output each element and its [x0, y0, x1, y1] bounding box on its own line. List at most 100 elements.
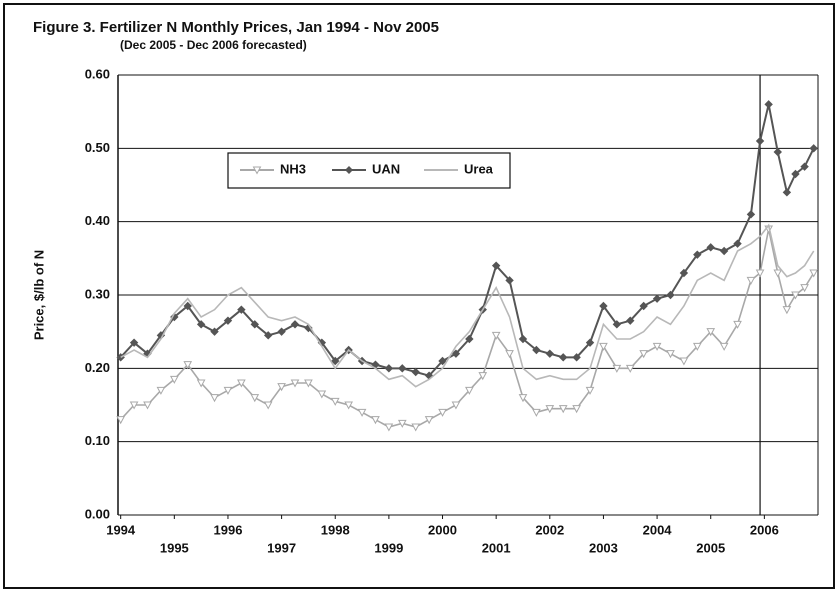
marker [129, 338, 139, 347]
marker [585, 386, 595, 395]
y-tick-label: 0.30 [85, 286, 110, 301]
marker [746, 210, 756, 219]
marker [196, 379, 206, 388]
marker [143, 401, 152, 410]
marker [809, 144, 818, 153]
marker [183, 361, 193, 370]
legend: NH3 UAN Urea [227, 152, 511, 189]
legend-label: NH3 [280, 161, 306, 176]
x-tick-label: 2003 [589, 540, 618, 555]
y-tick-label: 0.50 [85, 140, 110, 155]
x-tick-label: 2002 [535, 522, 564, 537]
x-tick-label: 1995 [160, 540, 189, 555]
marker [692, 342, 702, 351]
marker [465, 386, 474, 395]
marker [478, 372, 488, 381]
marker [719, 246, 729, 256]
x-tick-label: 1998 [321, 522, 350, 537]
marker [277, 327, 286, 336]
marker [505, 276, 514, 285]
x-tick-label: 2006 [750, 522, 779, 537]
marker [290, 320, 300, 329]
marker [384, 423, 394, 432]
marker [223, 386, 233, 395]
x-tick-label: 1994 [106, 522, 136, 537]
marker [223, 316, 233, 325]
y-tick-label: 0.60 [85, 66, 110, 81]
marker [706, 243, 715, 252]
marker [625, 364, 635, 373]
marker [263, 331, 273, 340]
marker [782, 188, 792, 197]
legend-label: UAN [372, 161, 400, 176]
x-tick-label: 2004 [643, 522, 673, 537]
marker [196, 320, 206, 329]
chart-subtitle: (Dec 2005 - Dec 2006 forecasted) [120, 38, 307, 52]
marker [505, 350, 514, 359]
marker [666, 290, 675, 300]
marker [116, 416, 126, 425]
marker [331, 356, 340, 366]
y-tick-label: 0.10 [85, 433, 110, 448]
marker [398, 364, 407, 373]
marker [451, 401, 461, 410]
marker [465, 334, 474, 344]
x-tick-label: 2001 [482, 540, 511, 555]
marker [800, 284, 809, 293]
marker [572, 353, 581, 362]
marker [782, 306, 792, 315]
marker [733, 320, 742, 329]
marker [357, 408, 367, 417]
marker [599, 301, 608, 311]
marker [210, 327, 219, 336]
marker [639, 350, 649, 359]
marker [764, 100, 773, 109]
y-axis-label: Price, $/lb of N [31, 250, 46, 340]
marker [791, 169, 800, 179]
marker [438, 408, 447, 417]
series-line [120, 223, 815, 388]
legend-label: Urea [464, 161, 494, 176]
marker [800, 162, 809, 171]
x-tick-label: 2005 [696, 540, 725, 555]
marker [518, 334, 528, 344]
marker [344, 401, 353, 410]
marker [438, 356, 447, 366]
marker [773, 147, 782, 157]
marker [545, 349, 555, 358]
x-tick-label: 2000 [428, 522, 457, 537]
marker [518, 394, 528, 403]
marker [733, 239, 742, 248]
x-tick-label: 1996 [214, 522, 243, 537]
marker [384, 364, 394, 373]
marker [791, 291, 800, 300]
marker [679, 357, 689, 366]
x-tick-label: 1997 [267, 540, 296, 555]
marker [129, 401, 139, 410]
marker [639, 301, 648, 311]
marker [169, 375, 179, 384]
marker [237, 305, 246, 314]
legend-marker [345, 166, 353, 174]
marker [250, 394, 260, 403]
marker [290, 379, 300, 388]
marker [411, 367, 420, 377]
marker [532, 408, 541, 417]
marker [585, 338, 595, 347]
marker [304, 379, 313, 388]
marker [558, 405, 568, 414]
marker [545, 405, 555, 414]
marker [277, 383, 286, 392]
marker [612, 364, 622, 373]
marker [371, 416, 380, 425]
marker [719, 342, 729, 351]
marker [424, 416, 434, 425]
x-tick-label: 1999 [374, 540, 403, 555]
marker [237, 379, 246, 388]
y-tick-label: 0.00 [85, 506, 110, 521]
y-tick-label: 0.20 [85, 360, 110, 375]
marker [183, 301, 192, 311]
marker [491, 331, 501, 340]
marker [250, 320, 259, 329]
